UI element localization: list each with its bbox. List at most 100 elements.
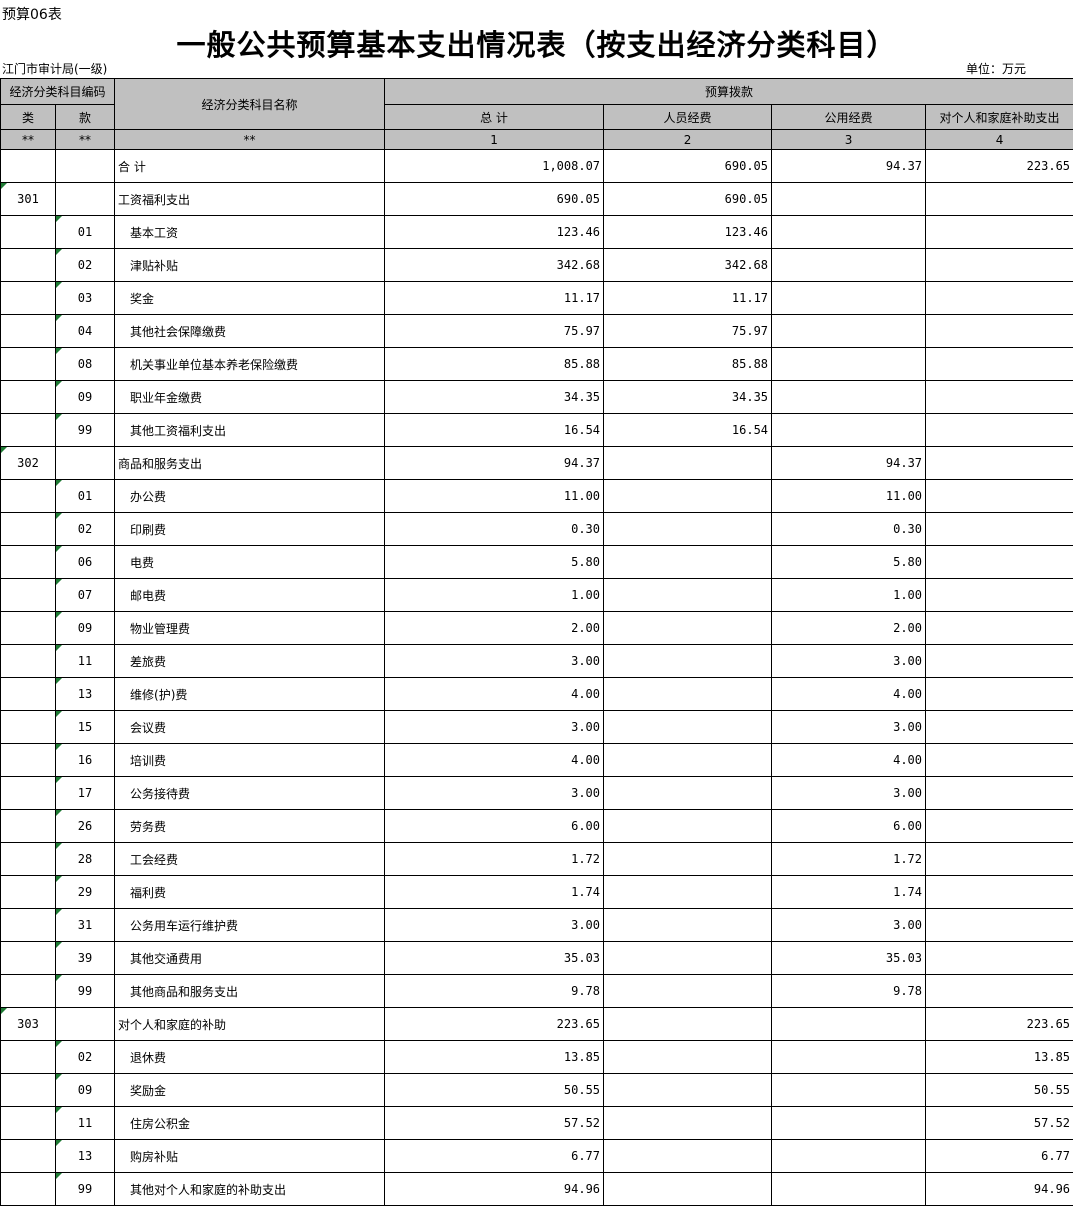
cell-total: 75.97 — [384, 314, 605, 348]
cell-lei — [0, 908, 56, 942]
cell-public — [771, 1040, 927, 1074]
cell-personnel — [603, 875, 773, 909]
cell-individual: 50.55 — [925, 1073, 1073, 1107]
col-num-2: 2 — [603, 129, 773, 150]
cell-lei — [0, 149, 56, 183]
cell-individual — [925, 809, 1073, 843]
table-row: 13 购房补贴 6.77 6.77 — [0, 1139, 1073, 1173]
cell-total: 6.77 — [384, 1139, 605, 1173]
cell-name: 其他工资福利支出 — [114, 413, 386, 447]
cell-individual — [925, 974, 1073, 1008]
cell-public — [771, 1139, 927, 1173]
cell-total: 16.54 — [384, 413, 605, 447]
cell-individual — [925, 908, 1073, 942]
cell-public: 4.00 — [771, 677, 927, 711]
cell-personnel — [603, 842, 773, 876]
header-total: 总 计 — [384, 104, 605, 130]
header-code-group: 经济分类科目编码 — [0, 78, 116, 105]
cell-total: 13.85 — [384, 1040, 605, 1074]
cell-personnel — [603, 1106, 773, 1140]
cell-kuan — [54, 446, 116, 480]
cell-lei — [0, 875, 56, 909]
cell-kuan: 01 — [54, 479, 116, 513]
cell-lei — [0, 1073, 56, 1107]
cell-personnel — [603, 1007, 773, 1041]
cell-kuan: 06 — [54, 545, 116, 579]
cell-personnel — [603, 710, 773, 744]
cell-kuan: 01 — [54, 215, 116, 249]
cell-personnel — [603, 743, 773, 777]
table-row: 16 培训费 4.00 4.00 — [0, 743, 1073, 777]
cell-lei — [0, 545, 56, 579]
cell-total: 6.00 — [384, 809, 605, 843]
cell-total: 4.00 — [384, 743, 605, 777]
cell-personnel: 690.05 — [603, 182, 773, 216]
cell-lei: 303 — [0, 1007, 56, 1041]
table-row: 99 其他对个人和家庭的补助支出 94.96 94.96 — [0, 1172, 1073, 1206]
cell-name: 其他对个人和家庭的补助支出 — [114, 1172, 386, 1206]
cell-personnel — [603, 1040, 773, 1074]
cell-total: 3.00 — [384, 776, 605, 810]
cell-individual — [925, 743, 1073, 777]
cell-lei — [0, 215, 56, 249]
cell-personnel: 123.46 — [603, 215, 773, 249]
cell-individual — [925, 842, 1073, 876]
header-kuan: 款 — [54, 104, 116, 130]
cell-lei — [0, 809, 56, 843]
cell-individual — [925, 941, 1073, 975]
cell-kuan: 28 — [54, 842, 116, 876]
cell-personnel — [603, 1073, 773, 1107]
cell-kuan: 09 — [54, 1073, 116, 1107]
cell-total: 94.37 — [384, 446, 605, 480]
cell-name: 购房补贴 — [114, 1139, 386, 1173]
cell-individual — [925, 248, 1073, 282]
cell-individual — [925, 215, 1073, 249]
cell-total: 11.17 — [384, 281, 605, 315]
cell-kuan: 11 — [54, 1106, 116, 1140]
cell-kuan — [54, 182, 116, 216]
table-row: 07 邮电费 1.00 1.00 — [0, 578, 1073, 612]
cell-individual: 6.77 — [925, 1139, 1073, 1173]
cell-name: 劳务费 — [114, 809, 386, 843]
cell-name: 退休费 — [114, 1040, 386, 1074]
cell-personnel — [603, 479, 773, 513]
cell-lei: 302 — [0, 446, 56, 480]
stars-lei: ** — [0, 129, 56, 150]
cell-lei — [0, 479, 56, 513]
cell-kuan: 08 — [54, 347, 116, 381]
table-row: 11 差旅费 3.00 3.00 — [0, 644, 1073, 678]
cell-kuan: 02 — [54, 512, 116, 546]
cell-public — [771, 248, 927, 282]
cell-name: 工会经费 — [114, 842, 386, 876]
header-personnel: 人员经费 — [603, 104, 773, 130]
cell-public: 3.00 — [771, 644, 927, 678]
cell-personnel — [603, 776, 773, 810]
table-row: 合 计 1,008.07 690.05 94.37 223.65 — [0, 149, 1073, 183]
cell-name: 印刷费 — [114, 512, 386, 546]
cell-lei — [0, 1172, 56, 1206]
cell-public — [771, 1172, 927, 1206]
cell-kuan: 03 — [54, 281, 116, 315]
cell-total: 123.46 — [384, 215, 605, 249]
cell-lei — [0, 710, 56, 744]
budget-table: 经济分类科目编码 经济分类科目名称 预算拨款 类 款 总 计 人员经费 公用经费… — [0, 78, 1073, 1206]
cell-lei — [0, 248, 56, 282]
unit-label: 单位：万元 — [966, 62, 1027, 76]
cell-total: 50.55 — [384, 1073, 605, 1107]
cell-individual — [925, 710, 1073, 744]
cell-kuan: 13 — [54, 1139, 116, 1173]
table-row: 26 劳务费 6.00 6.00 — [0, 809, 1073, 843]
cell-individual: 223.65 — [925, 1007, 1073, 1041]
table-row: 99 其他工资福利支出 16.54 16.54 — [0, 413, 1073, 447]
stars-kuan: ** — [54, 129, 116, 150]
cell-total: 1.74 — [384, 875, 605, 909]
cell-public: 3.00 — [771, 710, 927, 744]
cell-total: 1.72 — [384, 842, 605, 876]
table-row: 02 津贴补贴 342.68 342.68 — [0, 248, 1073, 282]
cell-personnel: 690.05 — [603, 149, 773, 183]
cell-public — [771, 1073, 927, 1107]
cell-lei — [0, 1139, 56, 1173]
cell-kuan: 39 — [54, 941, 116, 975]
table-row: 11 住房公积金 57.52 57.52 — [0, 1106, 1073, 1140]
cell-name: 合 计 — [114, 149, 386, 183]
